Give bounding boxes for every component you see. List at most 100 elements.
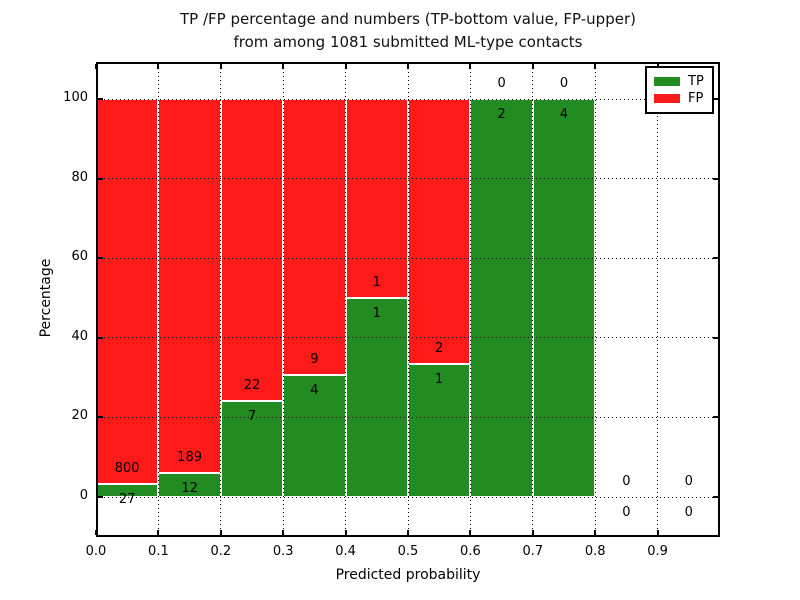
x-tick-top [344,64,347,69]
y-tick-left [98,257,103,260]
x-tick-bottom [469,530,472,535]
x-tick-label: 0.3 [272,544,294,559]
x-tick-bottom [95,530,97,535]
x-tick-label: 0.7 [522,544,544,559]
y-tick-label: 60 [71,249,88,265]
v-gridline [282,62,284,537]
v-gridline [469,62,471,537]
tp-count-label: 12 [181,481,198,497]
x-tick-bottom [157,530,160,535]
y-axis-label: Percentage [38,258,54,338]
x-tick-top [282,64,285,69]
fp-count-label: 1 [372,275,381,290]
v-gridline [345,62,347,537]
tp-count-label: 4 [559,107,569,122]
bar-tp-segment [532,99,596,497]
bar-fp-segment [220,99,284,401]
legend-entry-fp: FP [654,92,705,105]
bar-fp-segment [283,99,346,375]
tp-count-label: 4 [310,382,319,398]
y-tick-right [713,98,718,100]
y-tick-right [713,496,718,498]
bar-tp-segment [408,364,471,497]
x-tick-bottom [282,530,285,535]
x-tick-label: 0.2 [210,544,232,559]
x-tick-label: 0.6 [460,544,481,559]
bar-fp-segment [158,99,221,474]
y-tick-right [713,336,718,339]
chart-title-line1: TP /FP percentage and numbers (TP-bottom… [180,10,636,28]
bar-tp-segment [158,473,221,497]
v-gridline [220,62,222,537]
y-tick-right [713,416,718,419]
y-tick-label: 80 [71,169,88,185]
y-tick-left [98,98,103,100]
y-tick-left [98,177,103,180]
chart-title-line2: from among 1081 submitted ML-type contac… [233,33,583,51]
x-tick-top [95,64,97,69]
x-tick-label: 0.8 [584,544,606,559]
y-tick-label: 100 [63,90,88,105]
v-gridline [532,62,534,537]
fp-count-label: 9 [310,351,319,367]
bar-tp-segment [470,99,533,497]
legend-label-fp: FP [688,91,704,107]
x-tick-bottom [531,530,534,535]
fp-count-label: 2 [435,341,444,357]
x-tick-top [469,64,472,69]
legend-label-tp: TP [688,73,704,89]
fp-count-label: 0 [622,474,631,489]
x-tick-label: 0.9 [647,544,668,559]
tp-count-label: 0 [622,505,631,520]
y-tick-right [713,177,718,180]
y-tick-label: 0 [79,488,88,503]
fp-count-label: 189 [177,450,202,466]
bar-fp-segment [96,99,159,484]
x-tick-label: 0.5 [397,544,419,559]
x-tick-label: 0.4 [335,544,356,559]
x-tick-top [157,64,160,69]
v-gridline [157,62,159,537]
fp-color-swatch [654,94,680,104]
tp-count-label: 27 [118,492,136,507]
y-tick-label: 20 [71,408,88,424]
tp-count-label: 7 [247,408,257,424]
x-tick-label: 0.0 [85,544,107,559]
fp-count-label: 0 [559,76,569,91]
bar-fp-segment [345,99,408,298]
x-tick-label: 0.1 [148,544,169,559]
x-tick-bottom [219,530,222,535]
fp-count-label: 0 [497,76,506,91]
fp-count-label: 800 [114,461,140,476]
v-gridline [407,62,409,537]
x-tick-top [531,64,534,69]
y-tick-left [98,336,103,339]
legend-entry-tp: TP [654,75,705,88]
y-tick-left [98,496,103,498]
legend: TP FP [645,66,714,114]
x-tick-top [407,64,409,69]
tp-count-label: 2 [497,107,506,122]
y-tick-label: 40 [71,328,88,344]
bar-tp-segment [345,298,408,497]
tp-count-label: 1 [435,372,444,388]
x-tick-bottom [656,530,659,535]
tp-count-label: 0 [684,505,693,520]
bar-fp-segment [408,99,471,365]
x-tick-bottom [344,530,347,535]
tp-color-swatch [654,76,680,86]
x-axis-label: Predicted probability [335,567,481,583]
tp-count-label: 1 [372,306,381,321]
v-gridline [657,62,659,537]
fp-count-label: 22 [243,377,261,393]
bar-tp-segment [283,374,346,497]
v-gridline [594,62,596,537]
fp-count-label: 0 [684,474,693,489]
x-tick-bottom [407,530,409,535]
x-tick-bottom [594,530,597,535]
x-tick-top [219,64,222,69]
y-tick-left [98,416,103,419]
y-tick-right [713,257,718,260]
